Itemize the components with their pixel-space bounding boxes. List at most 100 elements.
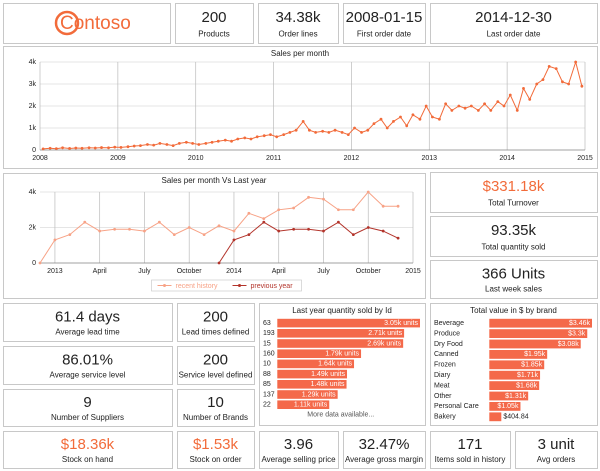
point — [83, 220, 87, 224]
panel — [430, 260, 598, 299]
category-label: 63 — [263, 320, 271, 327]
bar — [277, 380, 347, 389]
kpi-label: Average gross margin — [345, 455, 423, 464]
point — [399, 115, 402, 119]
point — [379, 117, 383, 121]
point — [232, 238, 236, 242]
value-label: $1.05k — [497, 403, 519, 410]
value-label: 1.49k units — [311, 371, 345, 378]
point — [483, 102, 486, 106]
point — [307, 128, 311, 132]
point — [351, 233, 355, 237]
point — [561, 80, 564, 84]
point — [80, 146, 84, 150]
category-label: 88 — [263, 371, 271, 378]
point — [476, 109, 480, 112]
point — [508, 93, 512, 97]
point — [128, 227, 131, 231]
point — [197, 143, 201, 146]
kpi-value: 86.01% — [62, 351, 113, 368]
kpi-value: 34.38k — [275, 9, 321, 26]
point — [457, 104, 461, 108]
point — [424, 104, 428, 108]
point — [107, 146, 110, 150]
x-tick-label: 2014 — [226, 268, 242, 275]
point — [351, 208, 355, 212]
point — [204, 142, 208, 145]
point — [554, 67, 558, 70]
point — [496, 100, 500, 103]
category-label: Produce — [434, 330, 460, 337]
category-label: 193 — [263, 330, 275, 337]
point — [275, 135, 279, 139]
point — [210, 140, 214, 144]
point — [68, 233, 72, 237]
y-tick-label: 0 — [32, 147, 36, 154]
point — [74, 146, 78, 150]
bar — [489, 360, 545, 370]
point — [119, 145, 123, 149]
kpi-label: First order date — [357, 29, 412, 38]
chart-title: Sales per month — [271, 49, 329, 58]
kpi-label: Number of Suppliers — [51, 413, 124, 422]
kpi-value: 2008-01-15 — [346, 9, 423, 26]
point — [87, 146, 91, 150]
point — [292, 227, 296, 231]
x-tick-label: July — [138, 268, 151, 275]
point — [48, 146, 52, 150]
point — [249, 137, 253, 141]
point — [307, 195, 310, 199]
point — [53, 238, 57, 242]
point — [411, 113, 415, 117]
point — [113, 227, 116, 231]
y-tick-label: 4k — [29, 189, 37, 196]
kpi-label: Total Turnover — [488, 198, 539, 207]
point — [353, 126, 356, 130]
kpi-value: 32.47% — [359, 436, 410, 453]
point — [292, 206, 296, 210]
value-label: $3.46k — [569, 320, 591, 327]
point — [321, 129, 325, 133]
point — [314, 131, 318, 134]
point — [38, 261, 42, 265]
kpi-label: Avg orders — [537, 455, 576, 464]
kpi-value: 93.35k — [491, 222, 537, 239]
x-tick-label: 2009 — [110, 155, 126, 162]
bar — [277, 400, 330, 409]
point — [381, 229, 385, 233]
point — [418, 117, 422, 121]
point — [247, 233, 251, 237]
panel — [258, 3, 339, 44]
point — [444, 102, 448, 106]
point — [288, 131, 292, 134]
point — [177, 142, 181, 145]
bar — [277, 318, 420, 328]
point — [541, 78, 545, 81]
value-label: 1.48k units — [311, 381, 345, 388]
point — [502, 104, 506, 108]
bar — [277, 359, 355, 369]
panel — [430, 431, 511, 469]
x-tick-label: 2013 — [47, 268, 63, 275]
point — [515, 109, 519, 112]
bar — [277, 369, 348, 379]
kpi-value: $1.53k — [193, 436, 239, 453]
point — [392, 120, 395, 123]
point — [232, 229, 236, 233]
panel — [177, 303, 255, 342]
point — [216, 139, 220, 143]
category-label: 22 — [263, 402, 271, 409]
value-label: $1.95k — [524, 351, 546, 358]
point — [385, 126, 389, 130]
point — [535, 82, 539, 86]
value-label: $404.84 — [503, 414, 528, 421]
point — [143, 229, 146, 233]
point — [301, 120, 305, 123]
category-label: Frozen — [434, 362, 456, 369]
bar — [277, 329, 405, 338]
point — [372, 122, 376, 125]
point — [337, 208, 340, 212]
y-tick-label: 0 — [32, 260, 36, 267]
kpi-label: Lead times defined — [182, 328, 250, 337]
